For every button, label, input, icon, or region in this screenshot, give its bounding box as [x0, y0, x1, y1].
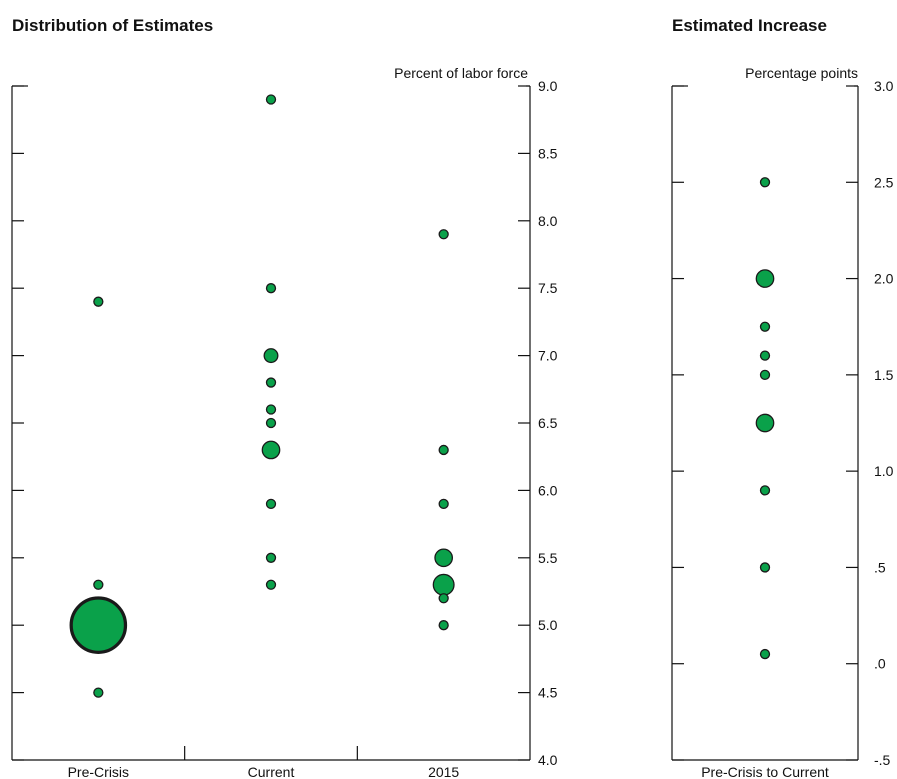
- chart-title-increase: Estimated Increase: [672, 16, 827, 35]
- data-point: [438, 498, 449, 510]
- y-tick-label: 7.5: [538, 280, 558, 296]
- data-point: [265, 579, 277, 590]
- y-tick-label: 1.0: [874, 463, 894, 479]
- data-point: [434, 548, 454, 568]
- data-point: [755, 413, 775, 433]
- y-tick-label: 3.0: [874, 78, 894, 94]
- data-point: [755, 269, 775, 288]
- y-tick-label: 8.0: [538, 213, 558, 229]
- y-tick-label: 4.5: [538, 685, 558, 701]
- data-point: [265, 283, 277, 294]
- y-tick-label: 1.5: [874, 367, 894, 383]
- y-tick-label: .5: [874, 559, 886, 575]
- y-tick-label: -.5: [874, 752, 891, 768]
- data-point: [261, 440, 281, 460]
- data-point: [432, 573, 455, 596]
- data-point: [265, 552, 277, 563]
- data-point: [759, 485, 771, 496]
- data-point: [265, 404, 277, 415]
- y-tick-label: .0: [874, 656, 886, 672]
- y-tick-label: 9.0: [538, 78, 558, 94]
- data-point: [759, 648, 771, 660]
- x-category-label: Current: [248, 764, 295, 779]
- data-point: [265, 498, 277, 510]
- x-category-label: Pre-Crisis to Current: [701, 764, 829, 779]
- y-tick-label: 2.0: [874, 271, 894, 287]
- data-point: [263, 348, 279, 364]
- data-point: [265, 94, 277, 105]
- y-tick-label: 6.0: [538, 482, 558, 498]
- data-point: [759, 321, 771, 332]
- data-point: [69, 596, 128, 654]
- y-tick-label: 8.5: [538, 145, 558, 161]
- increase-chart: Percentage points -.5 .0 .5 1.0 1.5 2.0 2.5 3.0 P…: [671, 65, 894, 779]
- data-point: [265, 377, 277, 388]
- data-point: [438, 593, 449, 604]
- y-tick-label: 6.5: [538, 415, 558, 431]
- chart-title-distribution: Distribution of Estimates: [12, 16, 214, 35]
- y-tick-label: 4.0: [538, 752, 558, 768]
- data-point: [438, 620, 449, 631]
- data-point: [93, 687, 104, 698]
- data-point: [759, 562, 771, 573]
- data-point: [759, 369, 771, 381]
- data-point: [93, 579, 104, 590]
- data-point: [265, 417, 277, 429]
- y-tick-label: 5.5: [538, 550, 558, 566]
- y-tick-label: 7.0: [538, 348, 558, 364]
- x-category-label: 2015: [428, 764, 459, 779]
- data-point: [438, 444, 449, 456]
- y-tick-label: 5.0: [538, 617, 558, 633]
- data-point: [438, 229, 449, 240]
- x-category-label: Pre-Crisis: [68, 764, 129, 779]
- y-unit-label: Percentage points: [745, 65, 858, 81]
- data-point: [93, 296, 104, 307]
- y-unit-label: Percent of labor force: [394, 65, 528, 81]
- y-tick-label: 2.5: [874, 174, 894, 190]
- distribution-chart: Percent of labor force 4.0 4.5 5.0 5.5 6.0 6.5…: [11, 65, 558, 779]
- data-point: [759, 350, 771, 361]
- data-point: [759, 177, 771, 188]
